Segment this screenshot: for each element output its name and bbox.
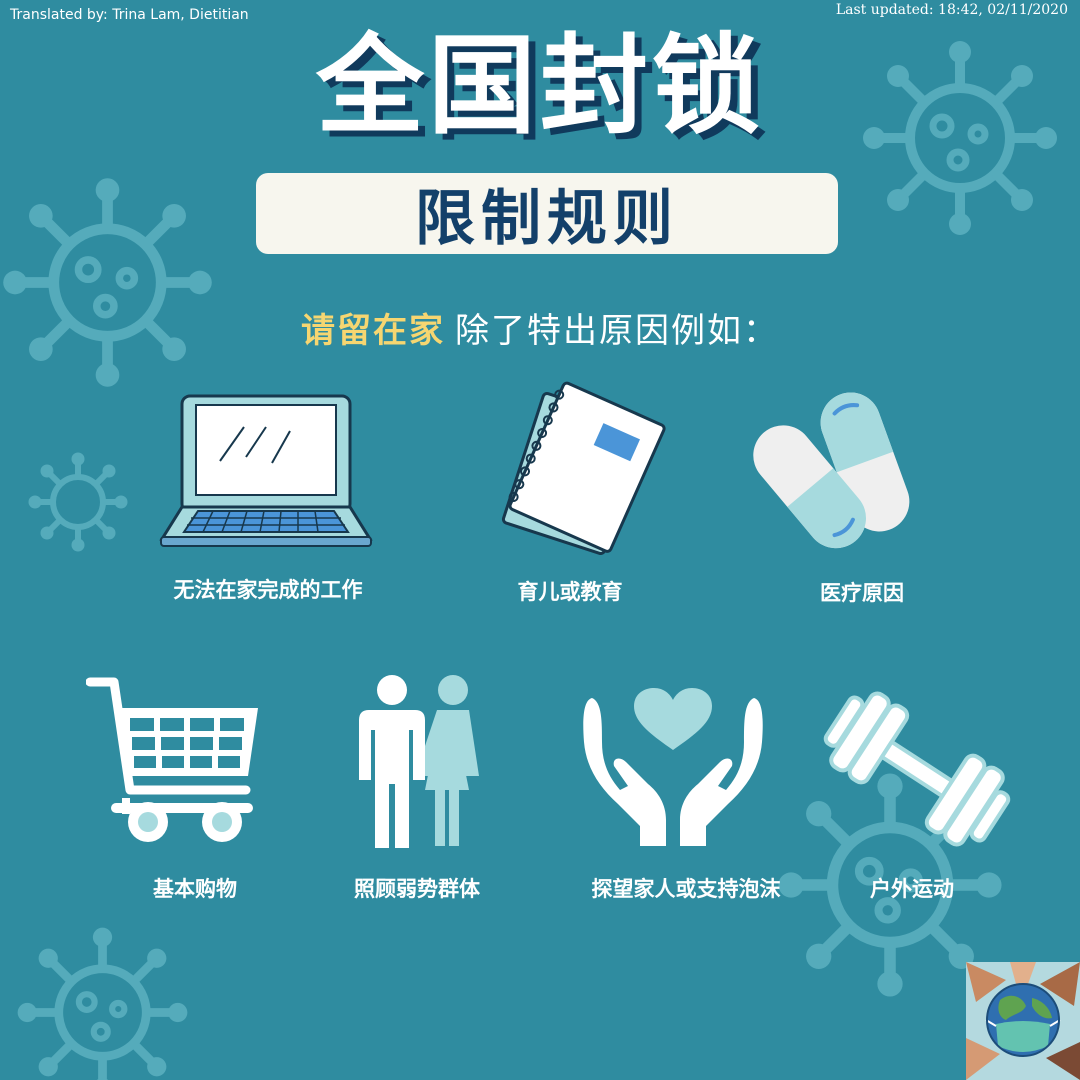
reason-label-vulnerable: 照顾弱势群体	[354, 877, 480, 901]
dumbbell-icon	[823, 691, 1011, 847]
last-updated: Last updated: 18:42, 02/11/2020	[835, 2, 1068, 18]
reason-label-family: 探望家人或支持泡沫	[591, 877, 781, 901]
people-icon	[359, 675, 479, 848]
shopping-cart-icon	[86, 677, 258, 842]
instruction-line: 请留在家 除了特出原因例如：	[0, 303, 1080, 352]
heart-hands-icon	[583, 688, 763, 846]
page-title: 全国封锁	[315, 24, 764, 149]
reason-label-medical: 医疗原因	[820, 581, 904, 605]
virus-icon	[3, 178, 212, 387]
reason-label-shopping: 基本购物	[153, 877, 237, 901]
stay-home-highlight: 请留在家	[301, 311, 445, 351]
instruction-rest: 除了特出原因例如：	[455, 311, 779, 351]
virus-icon	[28, 452, 128, 552]
virus-icon	[863, 41, 1057, 235]
virus-icon	[17, 927, 188, 1080]
globe-mask-icon	[966, 962, 1080, 1080]
subtitle-banner: 限制规则	[256, 173, 838, 254]
laptop-icon	[159, 394, 373, 547]
translator-credit: Translated by: Trina Lam, Dietitian	[10, 7, 249, 23]
reason-label-work: 无法在家完成的工作	[173, 578, 363, 602]
pill-icon	[753, 392, 910, 549]
page-subtitle: 限制规则	[415, 184, 679, 254]
reason-label-childcare: 育儿或教育	[517, 580, 623, 604]
reason-label-exercise: 户外运动	[870, 877, 954, 901]
globe-mask-logo	[966, 962, 1080, 1080]
notebook-icon	[501, 381, 666, 556]
